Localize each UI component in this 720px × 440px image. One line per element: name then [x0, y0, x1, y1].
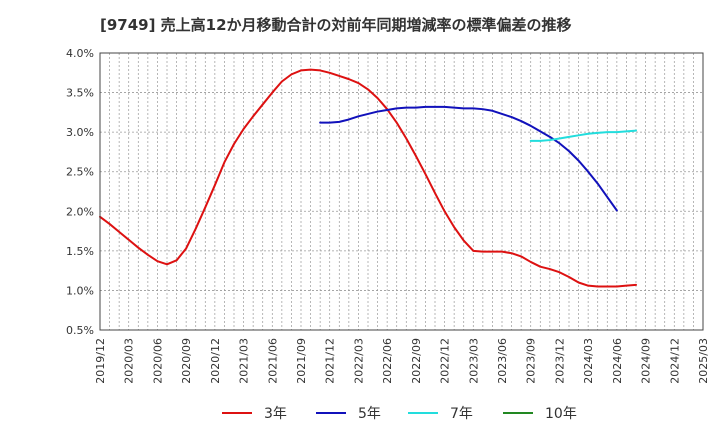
x-tick-label: 2020/03 — [123, 338, 136, 384]
x-tick-label: 2021/12 — [324, 338, 337, 384]
plot-frame — [99, 52, 704, 331]
x-tick-label: 2024/12 — [668, 338, 681, 384]
x-tick-label: 2021/06 — [266, 338, 279, 384]
x-axis-ticks: 2019/12 2020/03 2020/06 2020/09 2020/12 2021/… — [94, 338, 710, 384]
x-tick-label: 2020/06 — [151, 338, 164, 384]
x-tick-label: 2022/06 — [381, 338, 394, 384]
y-tick-label: 2.0% — [66, 205, 94, 218]
x-tick-label: 2020/09 — [180, 338, 193, 384]
x-tick-label: 2019/12 — [94, 338, 107, 384]
x-tick-label: 2023/03 — [467, 338, 480, 384]
y-tick-label: 1.5% — [66, 245, 94, 258]
x-tick-label: 2022/03 — [352, 338, 365, 384]
x-tick-label: 2024/06 — [611, 338, 624, 384]
x-tick-label: 2022/12 — [439, 338, 452, 384]
y-tick-label: 2.5% — [66, 166, 94, 179]
x-tick-label: 2024/09 — [640, 338, 653, 384]
grid — [100, 53, 703, 330]
x-tick-label: 2023/12 — [553, 338, 566, 384]
y-tick-label: 4.0% — [66, 47, 94, 60]
legend-label: 10年 — [545, 406, 577, 422]
series-lines — [99, 68, 637, 288]
x-tick-label: 2021/03 — [238, 338, 251, 384]
x-tick-label: 2022/09 — [410, 338, 423, 384]
legend-label: 5年 — [358, 406, 381, 422]
y-tick-label: 3.0% — [66, 126, 94, 139]
x-tick-label: 2023/09 — [525, 338, 538, 384]
x-tick-label: 2024/03 — [582, 338, 595, 384]
series-line-2 — [319, 105, 618, 212]
x-tick-label: 2020/12 — [209, 338, 222, 384]
legend-label: 7年 — [450, 406, 473, 422]
y-axis-ticks: 0.5% 1.0% 1.5% 2.0% 2.5% 3.0% 3.5% 4.0% — [66, 47, 94, 337]
chart-title: [9749] 売上高12か月移動合計の対前年同期増減率の標準偏差の推移 — [100, 16, 572, 34]
x-tick-label: 2023/06 — [496, 338, 509, 384]
series-line-3 — [529, 129, 637, 142]
legend-label: 3年 — [264, 406, 287, 422]
y-tick-label: 0.5% — [66, 324, 94, 337]
series-line-1 — [99, 68, 637, 288]
y-tick-label: 1.0% — [66, 284, 94, 297]
y-tick-label: 3.5% — [66, 87, 94, 100]
x-tick-label: 2025/03 — [697, 338, 710, 384]
x-tick-label: 2021/09 — [295, 338, 308, 384]
legend: 3年 5年 7年 10年 — [222, 406, 577, 422]
